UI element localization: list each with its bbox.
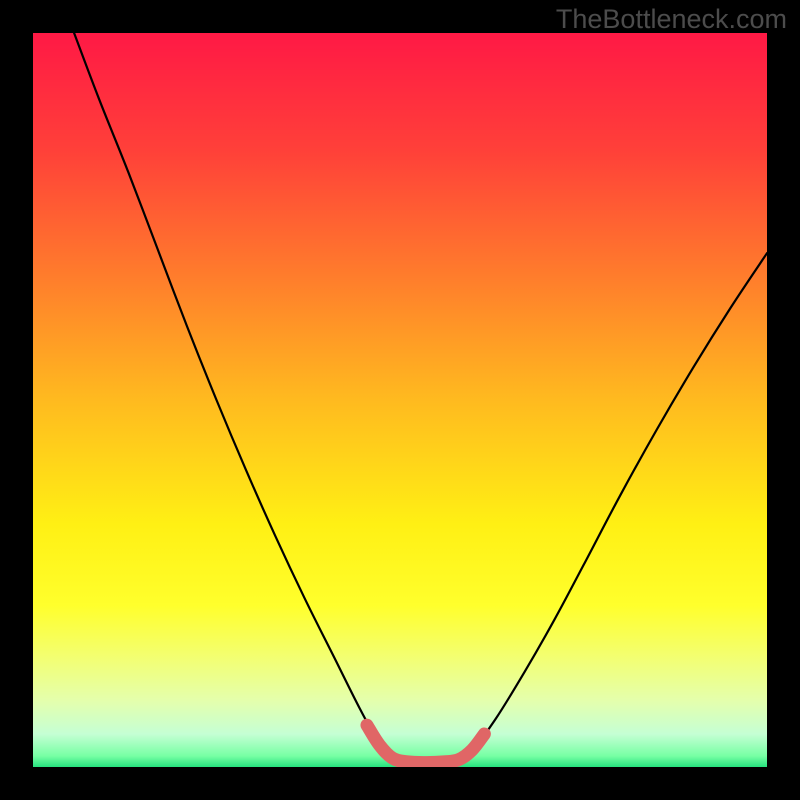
- chart-frame: TheBottleneck.com: [0, 0, 800, 800]
- plot-area: [33, 33, 767, 767]
- watermark-text: TheBottleneck.com: [556, 4, 787, 35]
- gradient-background: [33, 33, 767, 767]
